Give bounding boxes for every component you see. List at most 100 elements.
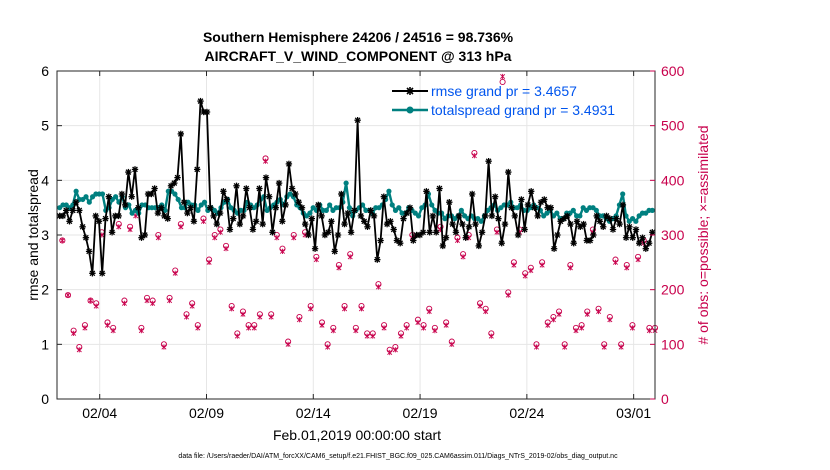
obs-assimilated-point (567, 265, 573, 271)
rmse-point (292, 190, 299, 198)
obs-assimilated-point (550, 317, 556, 323)
rmse-point (282, 201, 289, 209)
obs-assimilated-point (251, 325, 257, 331)
rmse-point (197, 97, 204, 105)
rmse-point (141, 231, 149, 239)
obs-assimilated-point (601, 344, 607, 350)
rmse-point (193, 166, 201, 173)
obs-assimilated-point (443, 322, 449, 328)
totalspread-point (323, 207, 329, 213)
obs-assimilated-point (629, 325, 635, 331)
rmse-point (492, 193, 499, 200)
y-tick-label-right: 200 (661, 282, 685, 298)
rmse-point (452, 229, 460, 236)
rmse-point (331, 248, 338, 255)
rmse-point (573, 218, 581, 225)
rmse-point (308, 215, 315, 222)
totalspread-point (73, 188, 79, 194)
y-tick-label-left: 5 (41, 118, 49, 134)
rmse-point (295, 198, 302, 206)
totalspread-point (620, 191, 626, 197)
totalspread-point (570, 207, 576, 213)
obs-assimilated-point (200, 218, 206, 224)
obs-assimilated-point (150, 300, 156, 306)
obs-assimilated-point (121, 300, 127, 306)
x-tick-label: 02/09 (189, 405, 224, 421)
data-file-footer: data file: /Users/raeder/DAI/ATM_forcXX/… (178, 453, 618, 460)
x-tick-label: 02/24 (509, 405, 544, 421)
rmse-point (233, 182, 240, 190)
obs-assimilated-point (426, 308, 432, 315)
obs-assimilated-point (562, 344, 568, 350)
rmse-point (311, 245, 319, 252)
x-tick-label: 02/14 (296, 405, 331, 421)
obs-assimilated-point (336, 265, 342, 271)
obs-assimilated-point (612, 259, 619, 265)
obs-assimilated-point (370, 333, 376, 339)
obs-assimilated-point (449, 341, 455, 347)
rmse-point (89, 270, 96, 277)
rmse-point (505, 168, 512, 176)
obs-assimilated-point (104, 322, 111, 328)
rmse-point (66, 218, 73, 225)
totalspread-point (389, 202, 395, 208)
rmse-point (279, 218, 286, 225)
y-tick-label-left: 1 (41, 336, 49, 352)
obs-assimilated-point (65, 292, 71, 298)
y-tick-label-right: 500 (661, 118, 685, 134)
rmse-point (226, 226, 234, 233)
rmse-point (586, 237, 594, 244)
x-tick-label: 03/01 (616, 405, 651, 421)
rmse-point (472, 220, 479, 228)
totalspread-point (195, 207, 201, 213)
rmse-point (501, 220, 509, 228)
obs-assimilated-point (381, 325, 387, 331)
x-tick-label: 02/04 (82, 405, 117, 421)
legend-spread-marker (406, 106, 414, 114)
rmse-point (374, 256, 381, 263)
rmse-point (524, 201, 532, 209)
rmse-point (207, 204, 214, 211)
rmse-point (645, 239, 653, 247)
rmse-point (377, 237, 384, 244)
rmse-point (380, 193, 387, 200)
rmse-point (239, 212, 247, 220)
rmse-point (370, 212, 378, 220)
y-tick-label-left: 6 (41, 63, 49, 79)
rmse-point (508, 204, 515, 211)
obs-assimilated-point (308, 306, 314, 312)
totalspread-point (429, 202, 435, 208)
rmse-point (616, 220, 623, 228)
rmse-point (514, 231, 522, 239)
rmse-point (528, 188, 535, 195)
rmse-point (367, 207, 374, 214)
rmse-point (439, 242, 446, 250)
rmse-point (609, 226, 617, 233)
rmse-point (593, 212, 600, 220)
totalspread-point (343, 180, 349, 186)
obs-assimilated-point (161, 344, 167, 350)
rmse-point (85, 248, 93, 255)
rmse-point (354, 116, 361, 124)
rmse-point (174, 174, 181, 181)
y-tick-label-right: 600 (661, 63, 685, 79)
rmse-point (361, 218, 368, 225)
rmse-point (108, 229, 116, 236)
totalspread-point (593, 207, 599, 213)
rmse-point (534, 212, 541, 220)
obs-assimilated-point (511, 262, 517, 268)
rmse-point (511, 212, 518, 220)
obs-assimilated-point (195, 325, 201, 331)
x-axis-label: Feb.01,2019 00:00:00 start (273, 427, 441, 443)
y-tick-label-right: 0 (661, 391, 669, 407)
obs-assimilated-point (618, 344, 624, 350)
rmse-point (177, 130, 185, 138)
rmse-point (344, 209, 351, 217)
rmse-point (269, 229, 276, 236)
obs-assimilated-point (398, 333, 404, 339)
rmse-point (79, 223, 86, 231)
obs-assimilated-point (263, 158, 269, 164)
rmse-point (252, 218, 260, 225)
obs-assimilated-point (330, 328, 336, 334)
